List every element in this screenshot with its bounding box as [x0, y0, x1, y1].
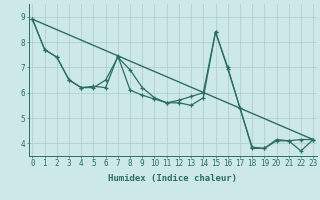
X-axis label: Humidex (Indice chaleur): Humidex (Indice chaleur): [108, 174, 237, 183]
